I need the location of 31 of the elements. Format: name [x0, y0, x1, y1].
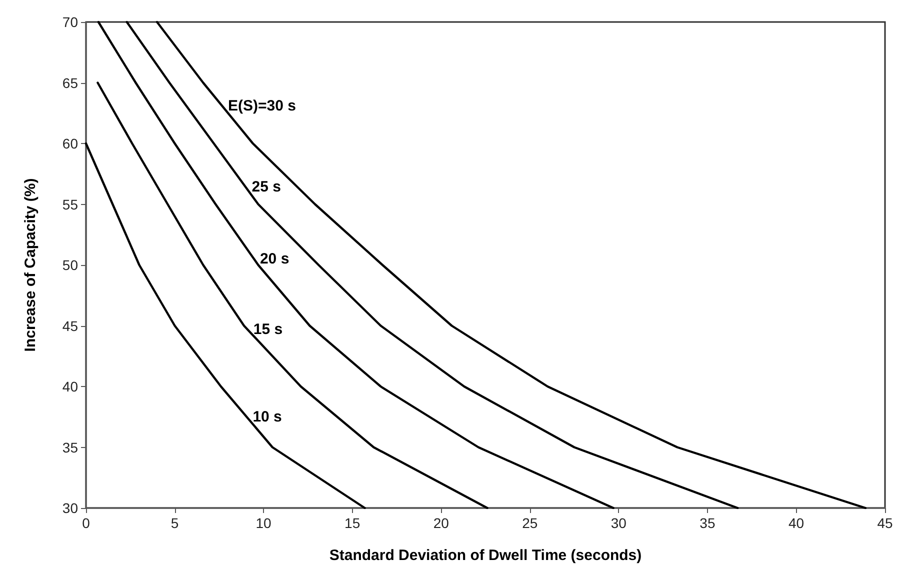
x-tick-label: 0 [82, 515, 90, 531]
annotation: 20 s [260, 250, 290, 268]
x-tick-label: 40 [788, 515, 804, 531]
x-tick-label: 15 [344, 515, 360, 531]
x-tick-label: 20 [433, 515, 450, 531]
x-tick-label: 45 [877, 515, 893, 531]
x-tick-label: 10 [256, 515, 272, 531]
y-axis-title: Increase of Capacity (%) [22, 178, 39, 352]
line-series [96, 82, 488, 510]
line-series [156, 20, 867, 510]
x-axis-title: Standard Deviation of Dwell Time (seconds) [329, 547, 642, 564]
line-series [97, 20, 614, 510]
annotation: 10 s [252, 408, 282, 426]
y-tick-label: 50 [62, 257, 78, 273]
annotation: 15 s [253, 320, 283, 338]
x-tick-label: 30 [610, 515, 627, 531]
y-tick-label: 65 [62, 74, 78, 91]
y-tick-label: 30 [62, 500, 78, 516]
y-tick-label: 70 [62, 14, 78, 30]
x-tick-label: 35 [700, 515, 716, 531]
x-tick-label: 25 [522, 515, 538, 531]
y-tick-label: 40 [62, 378, 78, 394]
y-tick-label: 45 [62, 318, 78, 334]
line-series [126, 20, 739, 510]
x-tick-label: 5 [170, 515, 179, 531]
line-series [84, 142, 366, 510]
y-tick-label: 55 [62, 196, 78, 212]
annotation: E(S)=30 s [228, 97, 296, 114]
annotation: 25 s [252, 178, 282, 196]
y-tick-label: 35 [62, 439, 78, 456]
y-tick-label: 60 [62, 136, 78, 152]
